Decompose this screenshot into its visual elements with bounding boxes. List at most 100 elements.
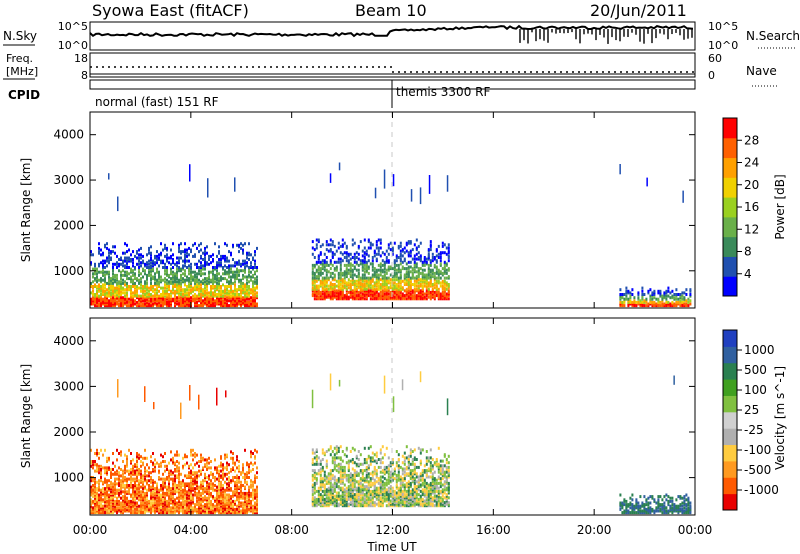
echo-cell (325, 475, 328, 479)
echo-cell (102, 480, 104, 484)
echo-cell (110, 501, 112, 505)
echo-cell (182, 289, 184, 293)
echo-cell (421, 260, 424, 264)
echo-cell (325, 481, 328, 485)
echo-cell (246, 507, 248, 511)
colorbar-swatch (723, 197, 737, 218)
echo-cell (116, 511, 118, 515)
echo-cell (152, 277, 154, 281)
echo-cell (429, 275, 432, 279)
echo-cell (659, 289, 662, 293)
echo-cell (220, 285, 222, 288)
echo-cell (659, 304, 662, 308)
echo-cell (395, 284, 398, 288)
cpid-mode-2: themis 3300 RF (396, 85, 490, 99)
echo-cell (194, 455, 196, 459)
echo-cell (186, 293, 188, 296)
echo-cell (136, 463, 138, 467)
echo-cell (234, 485, 236, 489)
echo-cell (315, 294, 318, 298)
echo-cell (166, 267, 168, 271)
echo-cell (166, 291, 168, 295)
echo-cell (329, 283, 332, 286)
echo-cell (166, 296, 168, 300)
echo-cell (112, 452, 114, 455)
echo-cell (94, 283, 96, 287)
echo-cell (383, 278, 386, 282)
echo-cell (218, 280, 220, 284)
echo-cell (132, 250, 134, 254)
echo-cell (405, 262, 408, 266)
echo-cell (238, 485, 240, 489)
echo-cell (226, 461, 228, 465)
echo-cell (178, 291, 180, 295)
echo-cell (254, 288, 256, 292)
echo-cell (427, 281, 430, 285)
echo-cell (667, 300, 670, 304)
echo-cell (196, 288, 198, 292)
echo-cell (409, 292, 412, 296)
echo-cell (381, 294, 384, 298)
echo-cell (216, 288, 218, 292)
echo-cell (194, 278, 196, 282)
echo-cell (132, 506, 134, 510)
echo-cell (327, 499, 330, 503)
echo-cell (210, 499, 212, 503)
echo-cell (108, 261, 110, 265)
echo-cell (254, 504, 256, 508)
echo-cell (250, 503, 252, 507)
echo-cell (675, 293, 678, 296)
echo-cell (232, 296, 234, 300)
echo-cell (345, 284, 348, 288)
echo-cell (90, 262, 92, 266)
echo-cell (168, 461, 170, 465)
echo-cell (188, 280, 190, 284)
echo-cell (134, 267, 136, 271)
echo-cell (118, 289, 120, 293)
echo-cell (633, 304, 636, 308)
echo-cell (238, 278, 240, 282)
echo-cell (190, 495, 192, 499)
echo-cell (144, 472, 146, 476)
echo-cell (178, 243, 180, 247)
echo-cell (325, 240, 328, 244)
echo-cell (246, 285, 248, 288)
echo-cell (184, 474, 186, 478)
echo-cell (164, 480, 166, 484)
echo-cell (669, 302, 672, 306)
echo-cell (423, 284, 426, 288)
echo-cell (122, 273, 124, 277)
echo-cell (232, 506, 234, 510)
echo-cell (214, 499, 216, 503)
echo-cell (90, 302, 92, 306)
echo-cell (186, 507, 188, 511)
echo-cell (112, 277, 114, 281)
echo-cell (114, 491, 116, 495)
echo-cell (144, 501, 146, 505)
echo-cell (341, 297, 344, 301)
echo-cell (319, 485, 322, 489)
echo-cell (319, 496, 322, 500)
echo-cell (174, 484, 176, 487)
echo-cell (389, 265, 392, 269)
echo-cell (182, 504, 184, 508)
echo-cell (184, 278, 186, 282)
echo-cell (379, 268, 382, 272)
echo-cell (102, 302, 104, 306)
echo-cell (114, 477, 116, 481)
echo-cell (176, 256, 178, 260)
echo-cell (178, 250, 180, 254)
echo-cell (651, 300, 654, 304)
echo-cell (214, 479, 216, 483)
echo-cell (210, 286, 212, 290)
echo-cell (437, 271, 440, 275)
echo-cell (94, 300, 96, 304)
echo-cell (100, 464, 102, 468)
echo-cell (142, 289, 144, 293)
echo-cell (629, 300, 632, 304)
echo-cell (447, 289, 450, 293)
echo-cell (407, 271, 410, 275)
echo-cell (649, 297, 652, 301)
echo-cell (423, 259, 426, 263)
